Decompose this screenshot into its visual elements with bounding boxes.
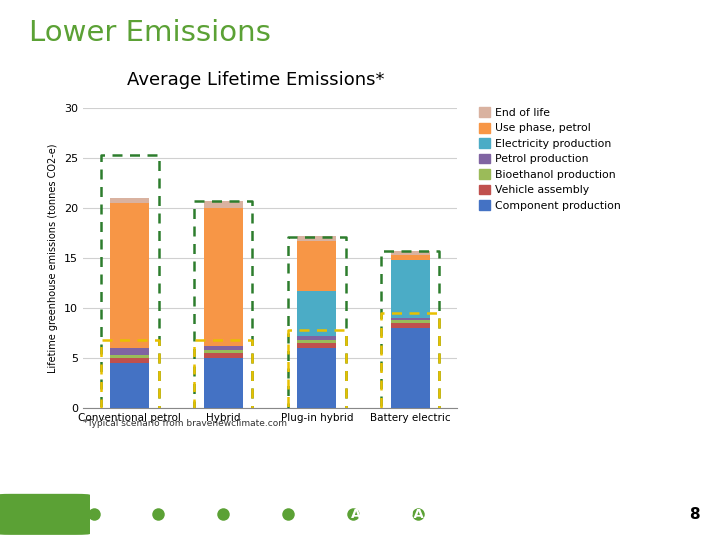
Bar [297,343,336,348]
Bar [391,260,430,318]
Bar [297,236,336,241]
Y-axis label: Lifetime greenhouse emissions (tonnes CO2-e): Lifetime greenhouse emissions (tonnes CO… [48,143,58,373]
Bar [391,251,430,255]
Bar [391,318,430,320]
Bar [110,357,149,363]
Bar [204,350,243,353]
Bar [391,328,430,408]
Text: Average Lifetime Emissions*: Average Lifetime Emissions* [127,71,384,89]
Bar [391,323,430,328]
Bar [110,198,149,203]
Bar [204,357,243,408]
Bar [297,348,336,408]
Text: *Typical scenario from bravenewclimate.com: *Typical scenario from bravenewclimate.c… [83,418,287,428]
Text: Lower Emissions: Lower Emissions [29,19,271,47]
Bar [297,241,336,291]
Bar [297,336,336,340]
Legend: End of life, Use phase, petrol, Electricity production, Petrol production, Bioet: End of life, Use phase, petrol, Electric… [477,105,624,213]
Bar [297,291,336,336]
Bar [391,255,430,260]
Bar [391,320,430,323]
Bar [204,346,243,350]
Bar [204,353,243,357]
Bar [110,203,149,348]
Bar [110,355,149,357]
Bar [204,201,243,208]
Bar [204,208,243,346]
Text: ALAMEDA MUNICIPAL POWER: ALAMEDA MUNICIPAL POWER [351,508,570,521]
Bar [297,340,336,343]
FancyBboxPatch shape [0,494,90,535]
Bar [110,348,149,355]
FancyBboxPatch shape [673,493,715,536]
Text: 8: 8 [689,507,699,522]
Bar [110,363,149,408]
